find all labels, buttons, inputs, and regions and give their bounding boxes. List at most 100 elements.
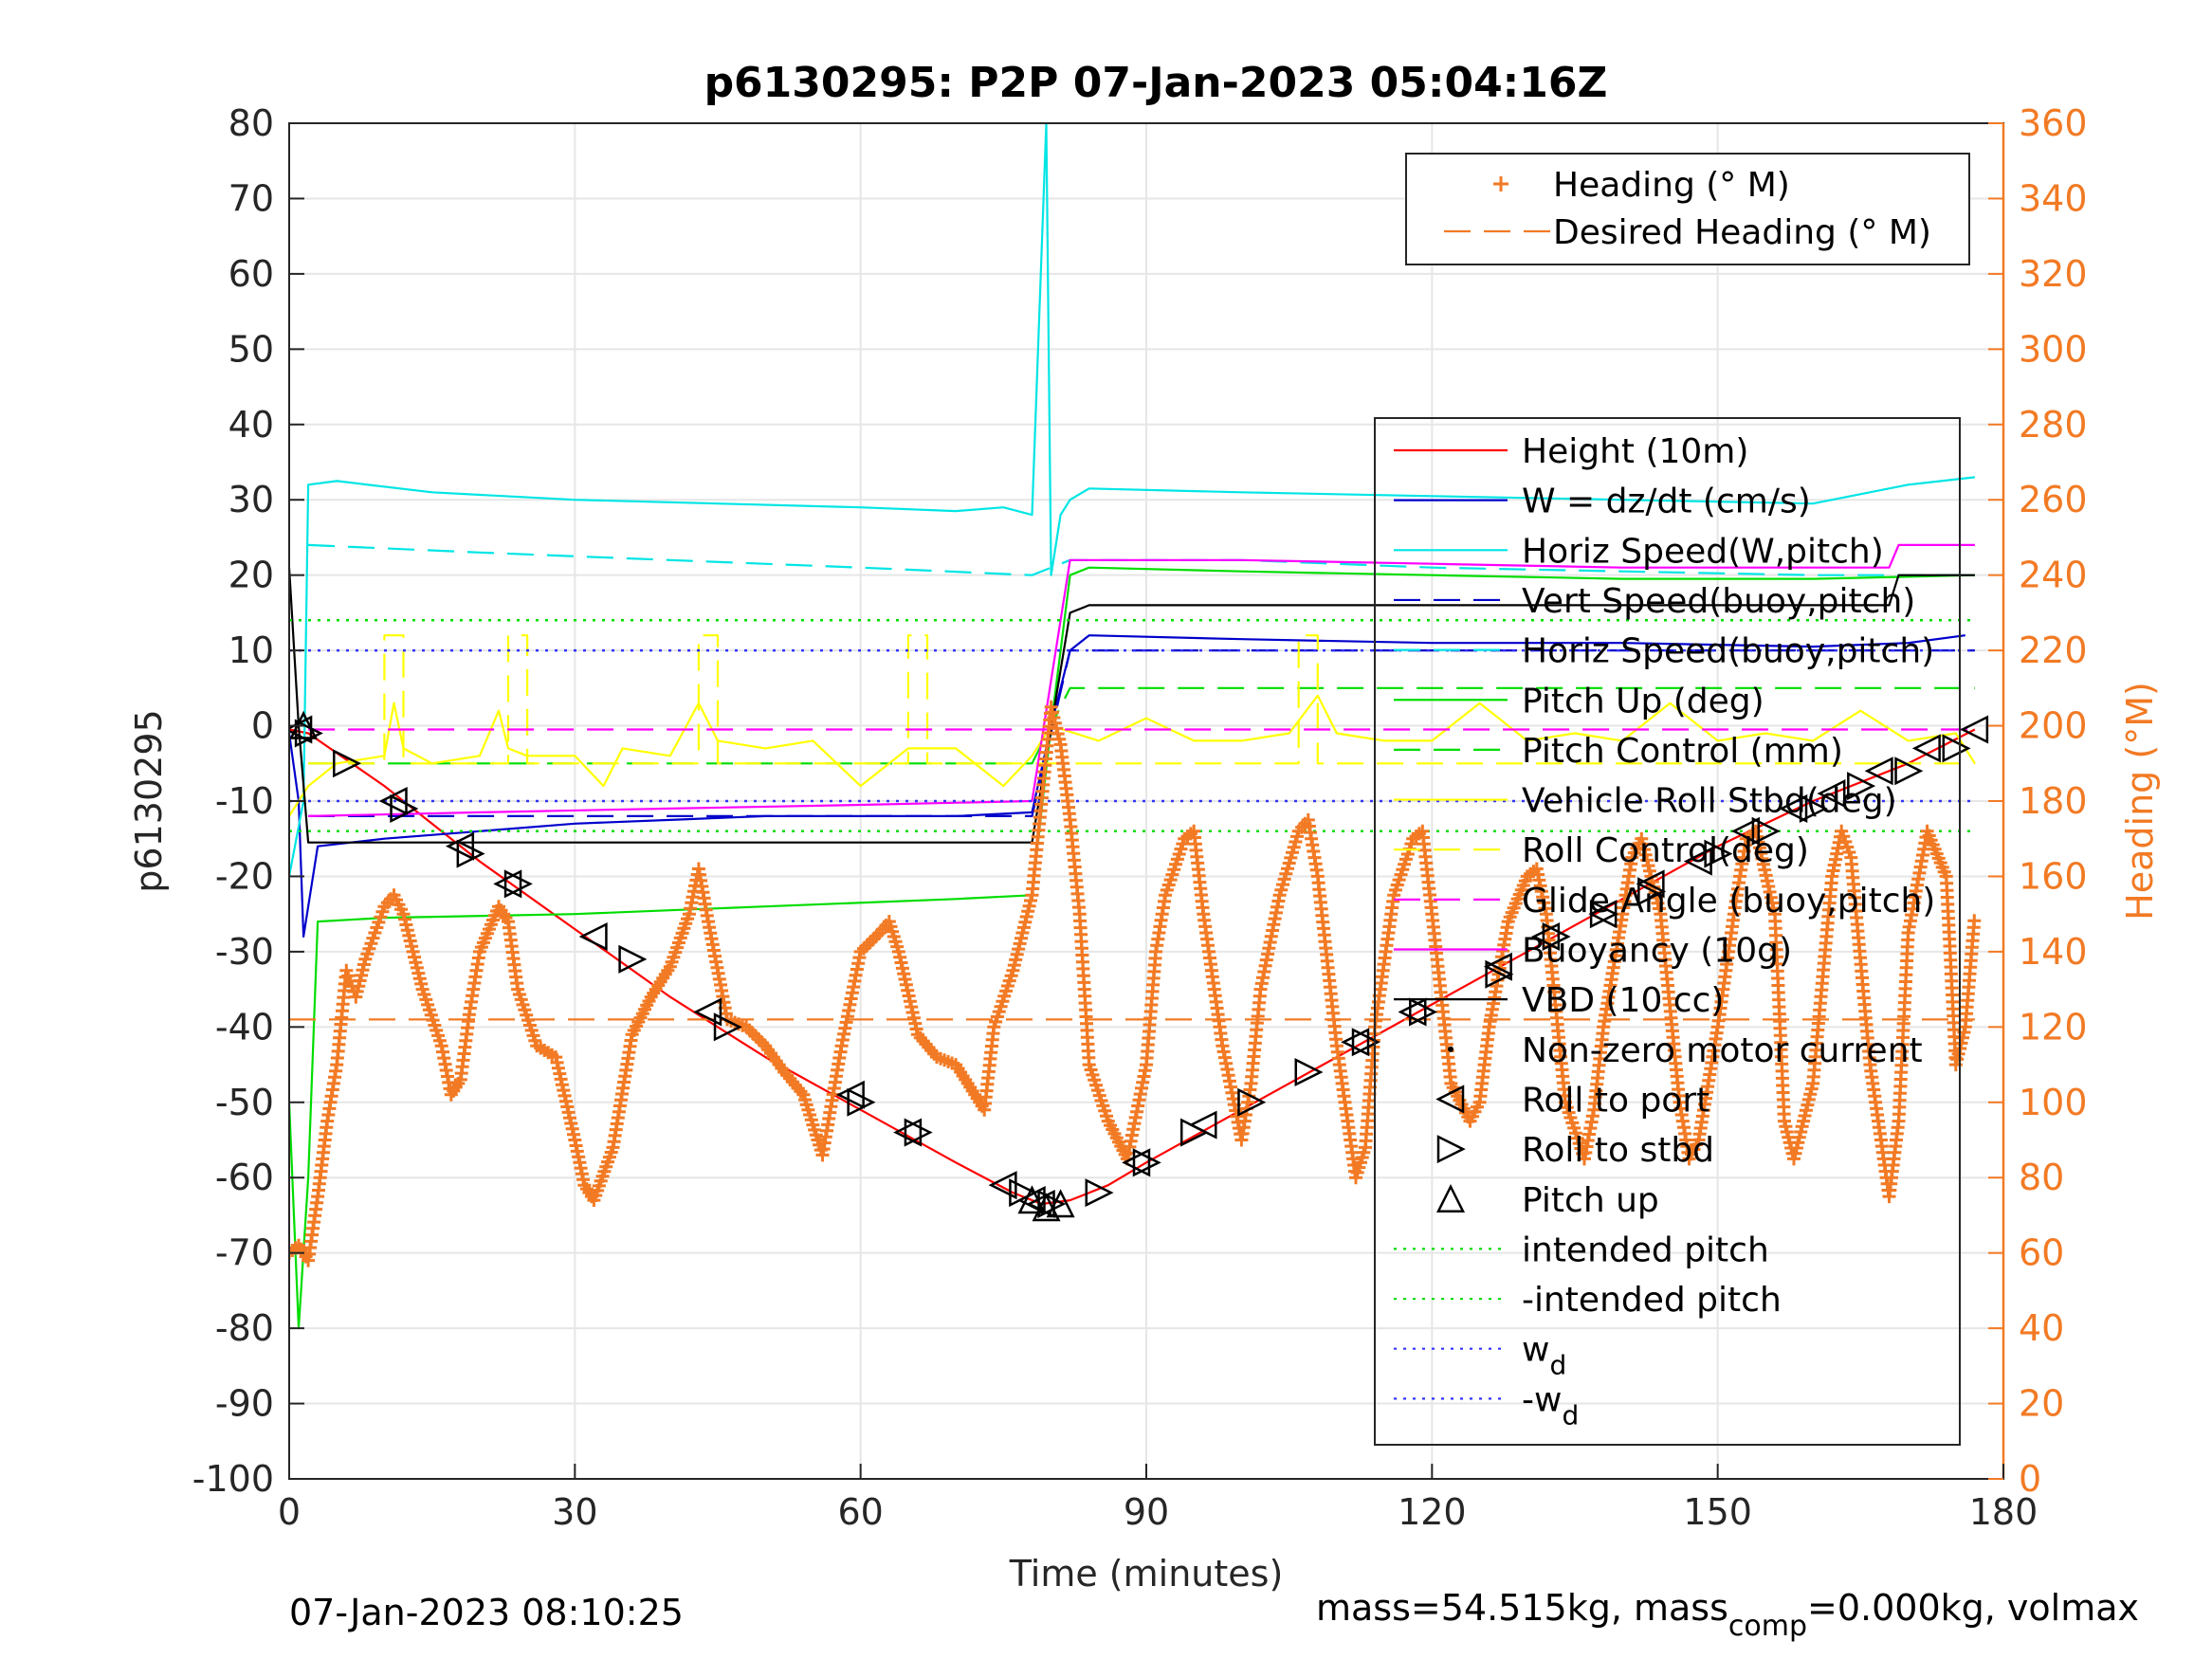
legend-main-entry: VBD (10 cc) — [1394, 981, 1724, 1020]
y-tick-label-left: -100 — [192, 1458, 274, 1500]
footer-timestamp: 07-Jan-2023 08:10:25 — [289, 1592, 684, 1633]
legend-main-entry: Horiz Speed(buoy,pitch) — [1394, 632, 1934, 671]
x-tick-label: 30 — [552, 1491, 597, 1533]
y-tick-label-right: 120 — [2019, 1006, 2088, 1048]
roll-to-stbd-marker — [1179, 1118, 1210, 1147]
legend-heading: Heading (° M) Desired Heading (° M) — [1405, 153, 1970, 265]
roll-to-stbd-marker — [1942, 734, 1971, 763]
series-vbd-10-cc — [289, 567, 1975, 844]
legend-main-entry: Pitch up — [1435, 1181, 1659, 1220]
y-tick-label-left: -50 — [215, 1082, 274, 1123]
roll-to-stbd-marker — [294, 719, 323, 748]
x-tick-label: 150 — [1683, 1491, 1752, 1533]
roll-to-stbd-marker — [1894, 757, 1924, 786]
series-horiz-speed-w-pitch — [289, 123, 1976, 877]
y-tick-label-left: 70 — [229, 177, 274, 219]
roll-to-stbd-marker — [1751, 816, 1781, 846]
legend-main-entry: Vehicle Roll Stbd(deg) — [1394, 782, 1897, 821]
roll-to-stbd-marker — [847, 1087, 876, 1117]
legend-main-entry: Buoyancy (10g) — [1394, 932, 1792, 971]
legend-main-entry: Roll Control(deg) — [1394, 831, 1809, 870]
y-tick-label-left: -90 — [215, 1383, 274, 1425]
legend-roll-port-icon — [1435, 1085, 1465, 1114]
pitch-up-marker — [1017, 1185, 1047, 1214]
roll-to-stbd-marker — [904, 1118, 933, 1147]
roll-to-stbd-marker — [1409, 997, 1438, 1027]
roll-to-port-marker — [1911, 734, 1941, 763]
y-tick-label-left: 40 — [229, 404, 274, 446]
legend-main-label: intended pitch — [1522, 1231, 1769, 1269]
x-axis-label: Time (minutes) — [1009, 1553, 1284, 1595]
roll-to-port-marker — [835, 1080, 865, 1109]
roll-to-port-marker — [1636, 869, 1665, 899]
legend-main-entry: Non-zero motor current — [1448, 1031, 1923, 1070]
series-layer — [289, 123, 1989, 1330]
roll-to-port-marker — [1398, 997, 1427, 1027]
y-tick-label-right: 220 — [2019, 629, 2088, 671]
legend-main-label: W = dz/dt (cm/s) — [1522, 483, 1811, 521]
roll-to-stbd-marker — [1132, 1148, 1161, 1177]
legend-main-entry: Pitch Control (mm) — [1394, 732, 1843, 771]
footer-mass-sub: comp — [1728, 1610, 1807, 1643]
roll-to-port-marker — [1341, 1028, 1370, 1057]
y-tick-label-left: -80 — [215, 1307, 274, 1349]
y-axis-label-left: p6130295 — [128, 709, 170, 892]
x-tick-label: 60 — [837, 1491, 883, 1533]
roll-to-stbd-marker — [618, 944, 648, 974]
legend-main-entry: Pitch Up (deg) — [1394, 682, 1764, 720]
y-tick-label-right: 140 — [2019, 931, 2088, 973]
roll-to-port-marker — [446, 831, 475, 861]
legend-main-label: Vert Speed(buoy,pitch) — [1522, 582, 1915, 621]
roll-to-stbd-marker — [1294, 1057, 1324, 1087]
roll-to-stbd-marker — [1637, 877, 1667, 906]
roll-to-stbd-marker — [1799, 793, 1828, 823]
footer-mass-main: mass=54.515kg, mass — [1316, 1587, 1728, 1629]
footer-mass: mass=54.515kg, masscomp=0.000kg, volmax — [1316, 1587, 2139, 1643]
series-vehicle-roll-stbd-deg — [289, 694, 1976, 817]
y-tick-label-right: 60 — [2019, 1232, 2064, 1274]
legend-heading-box — [1405, 153, 1970, 265]
y-tick-label-right: 260 — [2019, 479, 2088, 520]
y-tick-label-right: 80 — [2019, 1157, 2064, 1198]
roll-to-stbd-marker — [456, 839, 485, 868]
roll-to-port-marker — [493, 869, 522, 899]
y-tick-label-right: 240 — [2019, 555, 2088, 596]
footer-mass-tail: =0.000kg, volmax — [1807, 1587, 2139, 1629]
y-tick-label-left: -60 — [215, 1157, 274, 1198]
roll-to-stbd-marker — [1704, 839, 1733, 868]
roll-to-stbd-marker — [1542, 921, 1571, 952]
roll-to-port-marker — [1960, 715, 1989, 744]
legend-main-entry: -intended pitch — [1394, 1281, 1782, 1320]
legend-main-label: Horiz Speed(W,pitch) — [1522, 532, 1884, 571]
roll-to-port-marker — [1122, 1148, 1151, 1177]
legend-main-entry: Roll to stbd — [1436, 1131, 1714, 1170]
y-tick-label-right: 300 — [2019, 328, 2088, 370]
roll-to-stbd-marker — [1589, 900, 1618, 929]
legend-main: Height (10m) W = dz/dt (cm/s) Horiz Speed(… — [1374, 417, 1961, 1446]
y-tick-label-right: 0 — [2019, 1458, 2041, 1500]
y-tick-label-right: 200 — [2019, 705, 2088, 747]
legend-main-label: Height (10m) — [1522, 432, 1748, 471]
roll-to-port-marker — [893, 1118, 923, 1147]
legend-main-entry: Vert Speed(buoy,pitch) — [1394, 582, 1915, 621]
legend-main-box — [1374, 417, 1961, 1446]
chart-title: p6130295: P2P 07-Jan-2023 05:04:16Z — [704, 59, 1608, 107]
roll-to-port-marker — [1531, 921, 1561, 952]
roll-to-stbd-marker — [1009, 1178, 1038, 1208]
legend-main-label: Pitch Up (deg) — [1522, 682, 1764, 720]
x-tick-label: 180 — [1969, 1491, 2038, 1533]
y-tick-label-right: 160 — [2019, 855, 2088, 897]
roll-to-port-marker — [578, 921, 608, 952]
roll-to-stbd-marker — [333, 749, 362, 778]
y-tick-label-left: 0 — [251, 705, 274, 747]
roll-to-port-marker — [1817, 779, 1846, 809]
legend-pitch-up-icon — [1435, 1183, 1466, 1212]
legend-heading-label: Desired Heading (° M) — [1553, 213, 1931, 252]
legend-plus-icon — [1493, 176, 1508, 191]
legend-main-entry: Height (10m) — [1394, 432, 1748, 471]
y-tick-label-right: 20 — [2019, 1383, 2064, 1425]
roll-to-stbd-marker — [390, 793, 419, 823]
series-buoyancy-10g — [308, 543, 1975, 817]
legend-main-sub: d — [1562, 1399, 1579, 1431]
